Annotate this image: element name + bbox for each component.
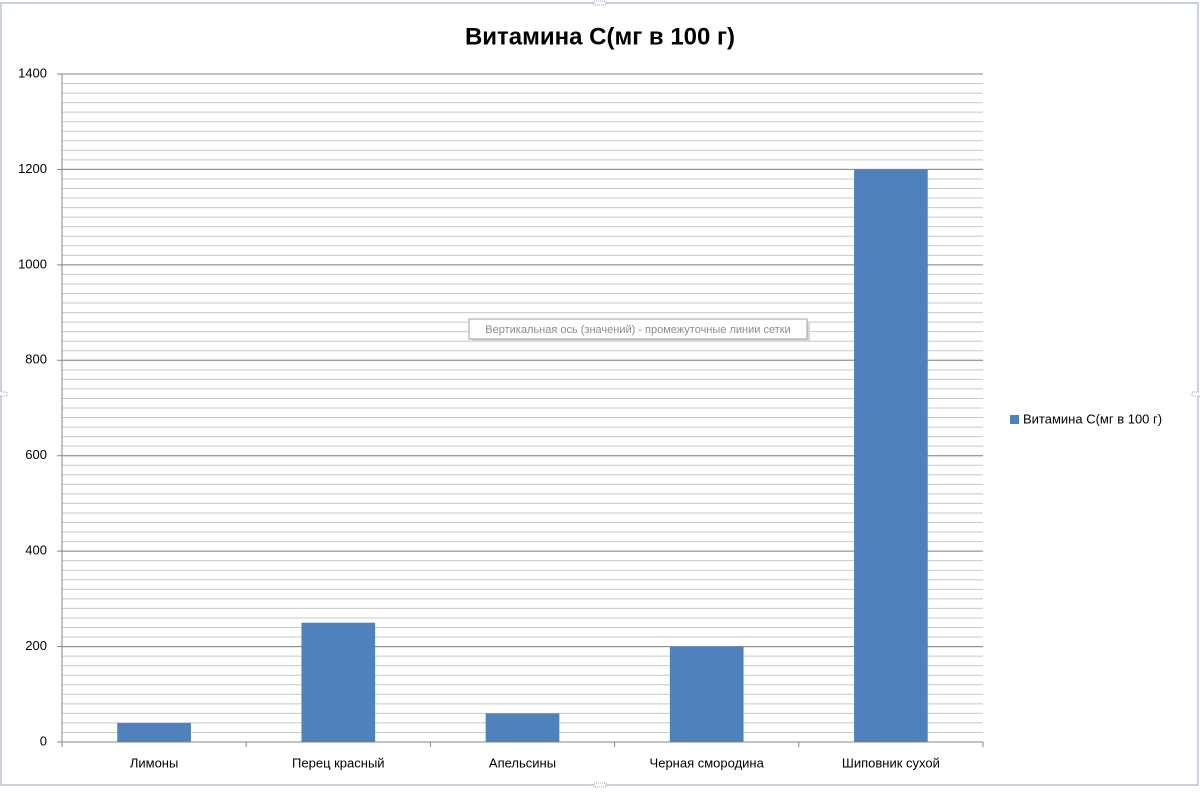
- bar: [854, 169, 928, 742]
- x-tick-label: Апельсины: [489, 755, 556, 770]
- resize-handle[interactable]: [593, 782, 607, 788]
- tooltip-box: [468, 318, 808, 340]
- tooltip-text: Вертикальная ось (значений) - промежуточ…: [485, 324, 790, 336]
- bar: [485, 713, 560, 742]
- bar: [669, 646, 744, 742]
- y-tick-label: 600: [25, 447, 47, 462]
- y-tick-label: 800: [25, 352, 47, 367]
- y-tick-label: 200: [25, 638, 47, 653]
- y-tick-label: 400: [25, 543, 47, 558]
- y-tick-label: 1000: [18, 256, 47, 271]
- legend-label: Витамина С(мг в 100 г): [1023, 411, 1162, 426]
- x-tick-label: Черная смородина: [650, 755, 765, 770]
- resize-handle[interactable]: [0, 391, 8, 397]
- grid: [57, 73, 984, 747]
- resize-handle[interactable]: [1191, 391, 1200, 397]
- y-tick-label: 1400: [18, 65, 47, 80]
- chart-title: Витамина С(мг в 100 г): [465, 23, 735, 50]
- x-tick-label: Шиповник сухой: [842, 755, 940, 770]
- legend-swatch: [1010, 415, 1019, 424]
- y-tick-label: 0: [40, 733, 47, 748]
- resize-handle[interactable]: [593, 0, 607, 6]
- marks: [117, 169, 928, 742]
- bar: [117, 722, 191, 742]
- y-tick-label: 1200: [18, 161, 47, 176]
- bar: [301, 622, 376, 742]
- x-tick-label: Перец красный: [292, 755, 385, 770]
- x-tick-label: Лимоны: [130, 755, 178, 770]
